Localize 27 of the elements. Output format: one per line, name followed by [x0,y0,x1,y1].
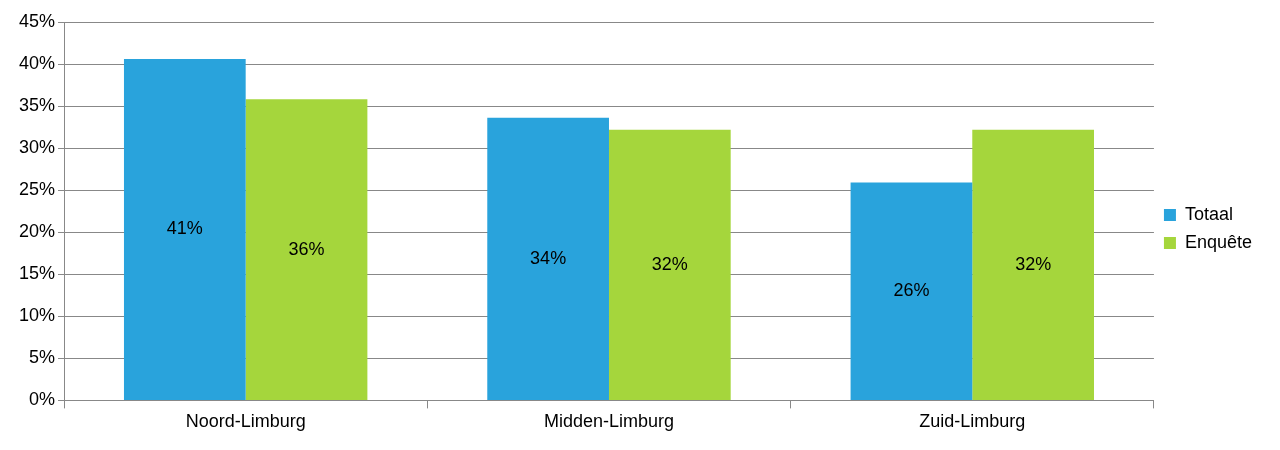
legend-label: Totaal [1184,203,1233,224]
bar [123,59,246,400]
data-label: 41% [166,218,203,239]
data-label: 32% [651,253,688,274]
bar [972,129,1094,400]
bar [487,117,609,400]
y-tick-label: 0% [29,389,56,410]
x-tick-label: Midden-Limburg [543,411,675,432]
y-tick-label: 15% [19,263,56,284]
y-tick-label: 35% [19,95,56,116]
x-tick-label: Zuid-Limburg [919,411,1026,432]
y-tick-label: 45% [19,10,56,31]
data-label: 36% [288,238,325,259]
bar [245,99,368,400]
y-tick-label: 20% [19,221,56,242]
y-tick-label: 40% [19,53,56,74]
data-label: 26% [893,280,930,301]
y-tick-label: 30% [19,137,56,158]
x-tick-label: Noord-Limburg [185,411,306,432]
data-label: 32% [1015,253,1052,274]
legend-label: Enquête [1184,231,1252,252]
data-label: 34% [530,247,567,268]
y-tick-label: 5% [29,347,56,368]
y-tick-label: 25% [19,179,56,200]
bar [608,129,731,400]
bar [850,182,973,400]
y-tick-label: 10% [19,305,56,326]
